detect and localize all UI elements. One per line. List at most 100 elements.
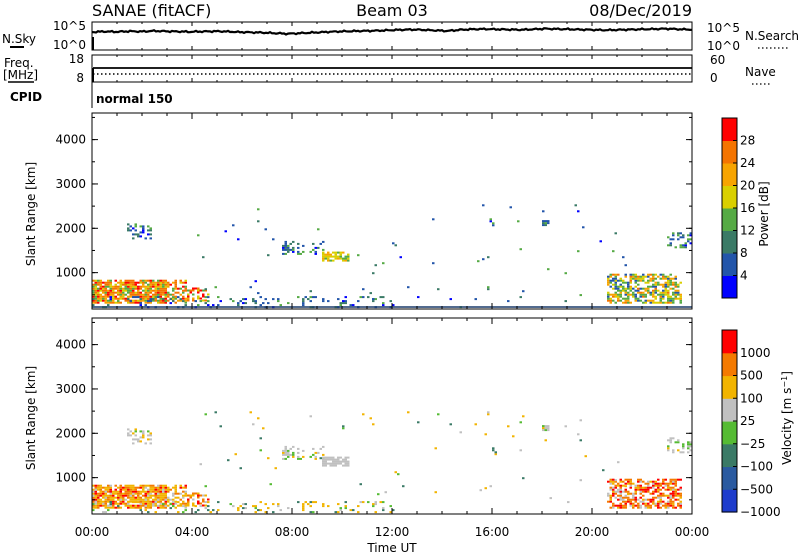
power-cell [669, 283, 672, 286]
power-cell [262, 302, 265, 305]
power-cell [144, 237, 147, 240]
velocity-cell [629, 486, 632, 489]
velocity-cell [337, 511, 340, 514]
power-cell [94, 295, 97, 298]
power-cell [152, 279, 155, 282]
velocity-cell [164, 502, 167, 505]
power-cell [97, 279, 100, 282]
power-cell [674, 281, 677, 284]
power-cell [629, 285, 632, 288]
velocity-cell [437, 413, 440, 416]
power-y-tick-label: 1000 [55, 266, 86, 280]
power-cell [517, 220, 520, 223]
velocity-cell [474, 423, 477, 426]
power-cell [94, 281, 97, 284]
power-cell [187, 297, 190, 300]
power-cell [107, 281, 110, 284]
power-cell [624, 264, 627, 267]
velocity-cell [302, 503, 305, 506]
velocity-cell [159, 490, 162, 493]
power-cell [612, 279, 615, 282]
velocity-cell [322, 453, 325, 456]
power-cell [152, 289, 155, 292]
power-cell [607, 293, 610, 296]
velocity-cell [607, 500, 610, 503]
velocity-cell [97, 484, 100, 487]
velocity-cell [654, 488, 657, 491]
velocity-cell [122, 486, 125, 489]
power-cell [134, 301, 137, 304]
velocity-cell [287, 507, 290, 510]
velocity-cell [662, 492, 665, 495]
velocity-cell [227, 459, 230, 462]
velocity-cell [147, 502, 150, 505]
velocity-cell [132, 442, 135, 445]
velocity-cell [372, 505, 375, 508]
power-cell [339, 253, 342, 256]
power-cell [129, 283, 132, 286]
power-cell [639, 277, 642, 280]
velocity-cell [664, 502, 667, 505]
power-cell [142, 293, 145, 296]
power-cell [104, 297, 107, 300]
power-cell [322, 248, 325, 251]
power-cell [634, 279, 637, 282]
velocity-cell [142, 502, 145, 505]
power-cell [629, 273, 632, 276]
velocity-cell [184, 486, 187, 489]
power-cell [684, 244, 687, 247]
power-cell [372, 300, 375, 303]
velocity-cell [104, 506, 107, 509]
power-cell [119, 297, 122, 300]
power-cell [652, 301, 655, 304]
power-cell [617, 297, 620, 300]
power-cell [207, 296, 210, 299]
power-cell [159, 297, 162, 300]
velocity-cell [292, 451, 295, 454]
velocity-cell [302, 449, 305, 452]
power-cell [162, 287, 165, 290]
power-cell [647, 287, 650, 290]
velocity-cell [217, 501, 220, 504]
power-cell [272, 238, 275, 241]
velocity-cell [274, 467, 277, 470]
power-cell [689, 242, 692, 245]
velocity-cell [342, 427, 345, 430]
power-cell [182, 291, 185, 294]
power-cell [634, 293, 637, 296]
velocity-cell [157, 492, 160, 495]
velocity-cell [174, 488, 177, 491]
power-cell [547, 220, 550, 223]
power-cell [659, 293, 662, 296]
power-cell [114, 285, 117, 288]
velocity-cell [669, 437, 672, 440]
velocity-cell [682, 443, 685, 446]
power-cell [134, 283, 137, 286]
power-cell [612, 277, 615, 280]
power-cell [659, 295, 662, 298]
velocity-cell [199, 502, 202, 505]
power-cell [487, 288, 490, 291]
power-cell [667, 297, 670, 300]
power-colorbar-segment [722, 230, 737, 254]
power-cell [122, 287, 125, 290]
power-cell [244, 302, 247, 305]
velocity-cell [322, 456, 325, 459]
power-cell [112, 285, 115, 288]
velocity-cell [332, 462, 335, 465]
power-cell [607, 295, 610, 298]
velocity-cell [132, 501, 135, 504]
velocity-cell [624, 478, 627, 481]
power-cell [237, 238, 240, 241]
power-cell [622, 256, 625, 259]
velocity-cell [107, 484, 110, 487]
power-cell [159, 279, 162, 282]
velocity-cell [157, 486, 160, 489]
power-cell [487, 256, 490, 259]
velocity-cell [134, 434, 137, 437]
velocity-cell [102, 496, 105, 499]
velocity-cell [677, 498, 680, 501]
velocity-cell [632, 498, 635, 501]
velocity-cell [657, 500, 660, 503]
power-cell [159, 289, 162, 292]
